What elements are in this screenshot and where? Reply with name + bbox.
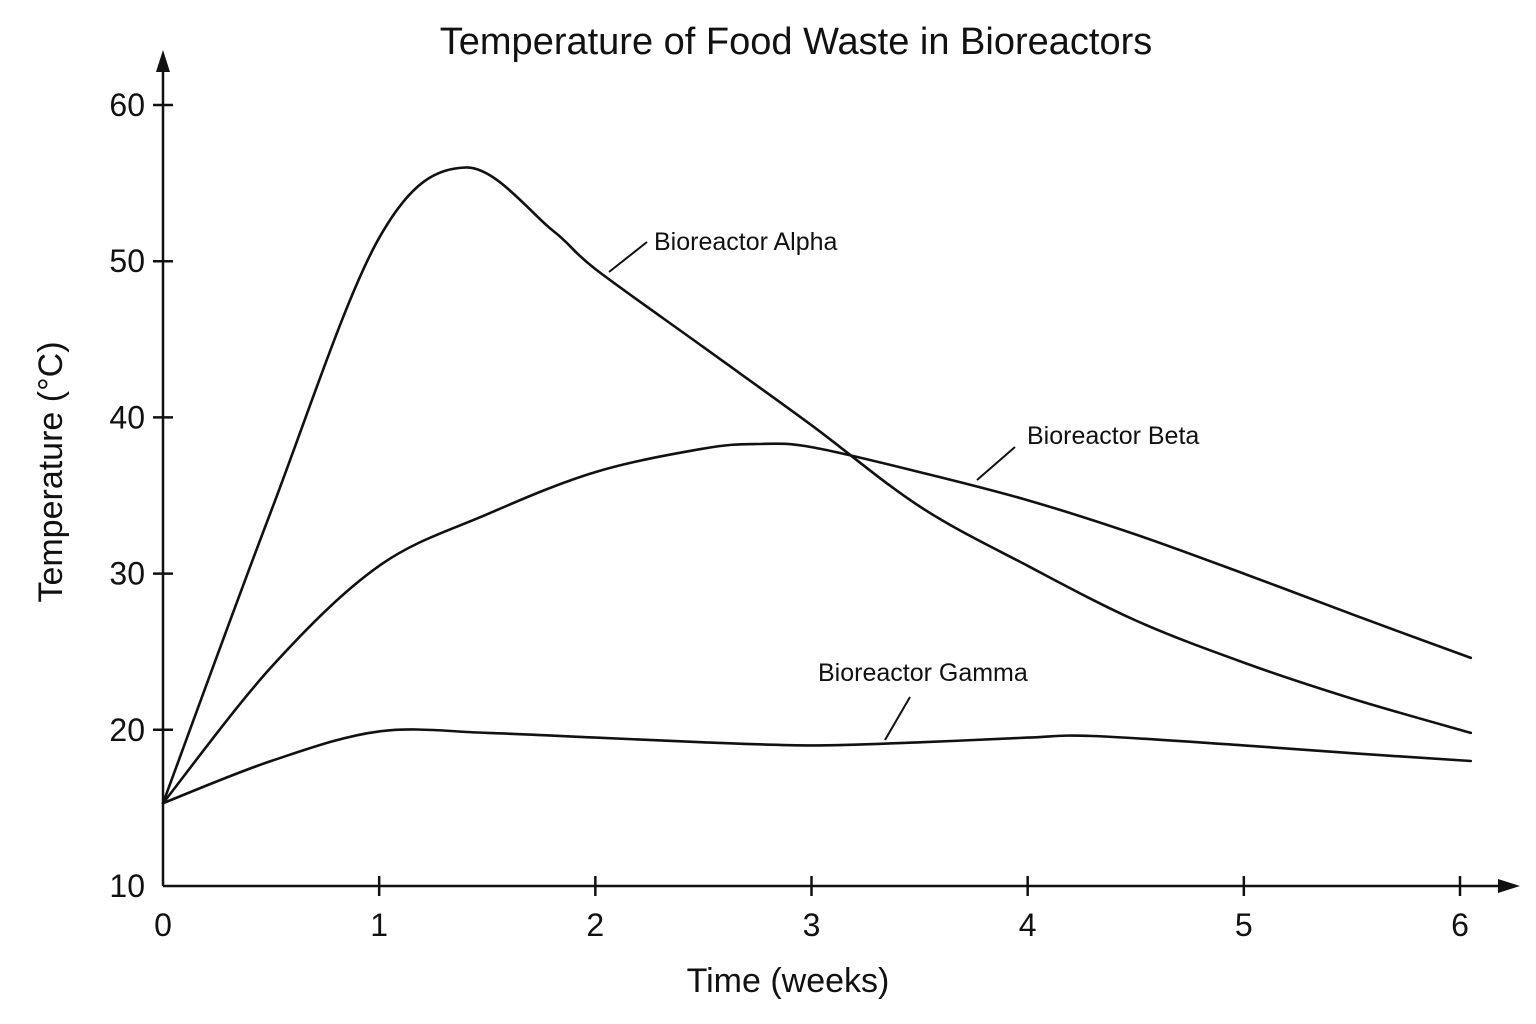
series-line-gamma (161, 728, 1473, 805)
x-tick-label: 2 (586, 907, 604, 943)
series-label-alpha: Bioreactor Alpha (654, 228, 838, 256)
series-line-alpha (161, 166, 1473, 805)
leader-line-alpha (608, 241, 648, 273)
leader-line-beta (976, 446, 1016, 481)
x-axis-arrow (1498, 879, 1520, 893)
x-tick-label: 1 (370, 907, 388, 943)
x-tick-label: 6 (1451, 907, 1469, 943)
y-axis-arrow (156, 50, 170, 72)
y-tick-label: 40 (109, 399, 145, 435)
y-tick-label: 20 (109, 712, 145, 748)
y-axis-title: Temperature (°C) (32, 341, 70, 602)
y-tick-label: 60 (109, 87, 145, 123)
x-tick-label: 5 (1235, 907, 1253, 943)
y-tick-label: 10 (109, 868, 145, 904)
ticks: 0 1 2 3 4 5 6 10 20 30 40 50 60 (109, 87, 1468, 943)
leader-line-gamma (884, 696, 911, 741)
y-tick-label: 50 (109, 243, 145, 279)
series-layer (161, 166, 1473, 805)
x-axis (163, 879, 1520, 893)
x-axis-title: Time (weeks) (687, 962, 890, 1000)
x-tick-label: 4 (1019, 907, 1037, 943)
x-tick-label: 3 (803, 907, 821, 943)
series-labels: Bioreactor Alpha Bioreactor Beta Bioreac… (608, 228, 1199, 741)
series-label-beta: Bioreactor Beta (1027, 422, 1199, 450)
series-line-beta (161, 442, 1473, 805)
y-axis (156, 50, 170, 886)
series-label-gamma: Bioreactor Gamma (818, 659, 1028, 687)
chart-title: Temperature of Food Waste in Bioreactors (440, 21, 1152, 63)
x-tick-label: 0 (154, 907, 172, 943)
y-tick-label: 30 (109, 556, 145, 592)
